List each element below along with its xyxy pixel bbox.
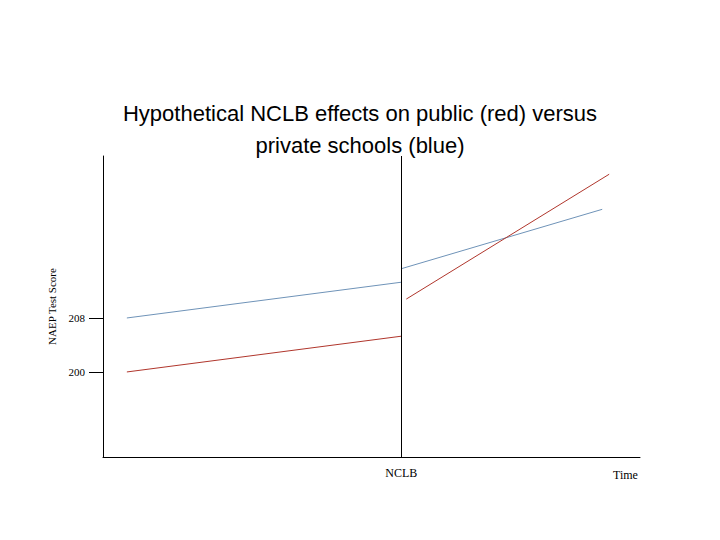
svg-text:Hypothetical NCLB effects on p: Hypothetical NCLB effects on public (red… [123,101,597,126]
svg-text:Time: Time [613,468,638,482]
svg-text:200: 200 [69,366,86,378]
svg-text:private schools (blue): private schools (blue) [255,133,464,158]
svg-text:NAEP Test Score: NAEP Test Score [46,268,58,345]
svg-text:NCLB: NCLB [385,466,417,480]
svg-text:208: 208 [69,312,86,324]
